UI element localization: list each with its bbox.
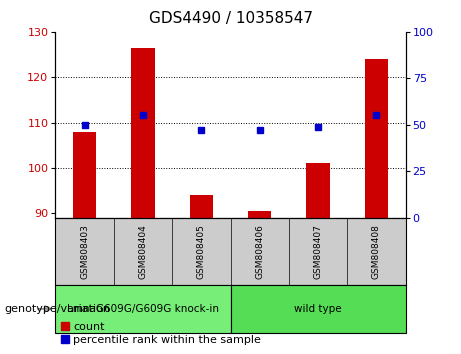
Legend: count, percentile rank within the sample: count, percentile rank within the sample	[61, 321, 261, 345]
Text: GSM808407: GSM808407	[313, 224, 323, 279]
Text: GSM808404: GSM808404	[138, 224, 148, 279]
Bar	[73, 132, 96, 218]
Bar	[189, 195, 213, 218]
Text: GSM808406: GSM808406	[255, 224, 264, 279]
Text: LmnaG609G/G609G knock-in: LmnaG609G/G609G knock-in	[67, 304, 219, 314]
Bar	[55, 285, 230, 333]
Text: wild type: wild type	[294, 304, 342, 314]
Text: GSM808408: GSM808408	[372, 224, 381, 279]
Bar	[248, 211, 272, 218]
Bar	[131, 48, 154, 218]
Text: GSM808405: GSM808405	[197, 224, 206, 279]
Bar	[307, 163, 330, 218]
Text: genotype/variation: genotype/variation	[5, 304, 111, 314]
Bar	[365, 59, 388, 218]
Text: GDS4490 / 10358547: GDS4490 / 10358547	[148, 11, 313, 25]
Bar	[230, 285, 406, 333]
Text: GSM808403: GSM808403	[80, 224, 89, 279]
